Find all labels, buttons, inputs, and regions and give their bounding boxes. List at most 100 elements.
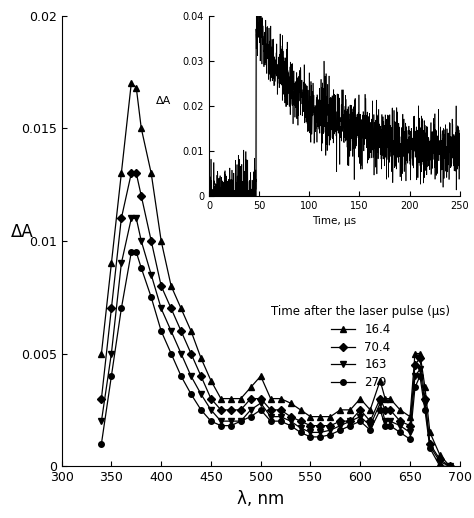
163	[138, 238, 144, 244]
163	[198, 391, 204, 397]
163	[387, 418, 393, 424]
70.4	[427, 440, 433, 447]
279	[407, 436, 413, 442]
279	[357, 418, 363, 424]
70.4	[367, 418, 373, 424]
16.4	[248, 384, 254, 391]
279	[298, 429, 303, 436]
70.4	[238, 407, 244, 413]
70.4	[133, 170, 139, 176]
70.4	[298, 418, 303, 424]
163	[288, 418, 293, 424]
70.4	[288, 413, 293, 420]
70.4	[268, 407, 273, 413]
279	[422, 407, 428, 413]
163	[118, 260, 124, 266]
70.4	[308, 423, 313, 429]
16.4	[382, 396, 388, 402]
279	[308, 434, 313, 440]
163	[298, 425, 303, 431]
Line: 16.4: 16.4	[99, 80, 453, 469]
16.4	[208, 378, 214, 384]
279	[158, 328, 164, 334]
70.4	[422, 396, 428, 402]
16.4	[278, 396, 283, 402]
279	[387, 423, 393, 429]
70.4	[357, 407, 363, 413]
279	[318, 434, 323, 440]
279	[109, 373, 114, 379]
70.4	[228, 407, 234, 413]
16.4	[412, 350, 418, 356]
279	[337, 427, 343, 433]
70.4	[347, 418, 353, 424]
163	[133, 215, 139, 222]
279	[447, 463, 453, 469]
16.4	[318, 413, 323, 420]
70.4	[138, 193, 144, 199]
279	[377, 407, 383, 413]
16.4	[268, 396, 273, 402]
163	[158, 306, 164, 312]
16.4	[218, 396, 224, 402]
163	[377, 400, 383, 406]
279	[258, 407, 264, 413]
163	[437, 458, 443, 465]
70.4	[328, 423, 333, 429]
16.4	[298, 407, 303, 413]
279	[328, 431, 333, 438]
16.4	[168, 283, 174, 289]
16.4	[158, 238, 164, 244]
163	[308, 429, 313, 436]
163	[357, 413, 363, 420]
16.4	[99, 350, 104, 356]
279	[128, 249, 134, 255]
163	[367, 423, 373, 429]
70.4	[382, 407, 388, 413]
16.4	[288, 400, 293, 406]
Line: 70.4: 70.4	[99, 170, 453, 469]
163	[278, 413, 283, 420]
279	[178, 373, 184, 379]
70.4	[417, 355, 423, 361]
279	[168, 350, 174, 356]
16.4	[357, 396, 363, 402]
70.4	[128, 170, 134, 176]
70.4	[148, 238, 154, 244]
163	[128, 215, 134, 222]
70.4	[109, 306, 114, 312]
70.4	[178, 328, 184, 334]
279	[118, 306, 124, 312]
279	[427, 445, 433, 451]
279	[138, 265, 144, 271]
16.4	[427, 429, 433, 436]
163	[168, 328, 174, 334]
Y-axis label: ΔA: ΔA	[10, 223, 33, 241]
163	[412, 373, 418, 379]
70.4	[377, 396, 383, 402]
163	[328, 427, 333, 433]
279	[228, 423, 234, 429]
16.4	[118, 170, 124, 176]
163	[178, 350, 184, 356]
X-axis label: λ, nm: λ, nm	[237, 490, 284, 508]
70.4	[158, 283, 164, 289]
163	[248, 407, 254, 413]
16.4	[148, 170, 154, 176]
70.4	[337, 418, 343, 424]
70.4	[447, 463, 453, 469]
16.4	[308, 413, 313, 420]
279	[417, 373, 423, 379]
70.4	[278, 407, 283, 413]
16.4	[367, 407, 373, 413]
70.4	[318, 423, 323, 429]
279	[397, 429, 403, 436]
70.4	[208, 396, 214, 402]
163	[347, 418, 353, 424]
16.4	[138, 125, 144, 131]
163	[268, 413, 273, 420]
16.4	[238, 396, 244, 402]
70.4	[397, 418, 403, 424]
279	[367, 427, 373, 433]
70.4	[407, 423, 413, 429]
